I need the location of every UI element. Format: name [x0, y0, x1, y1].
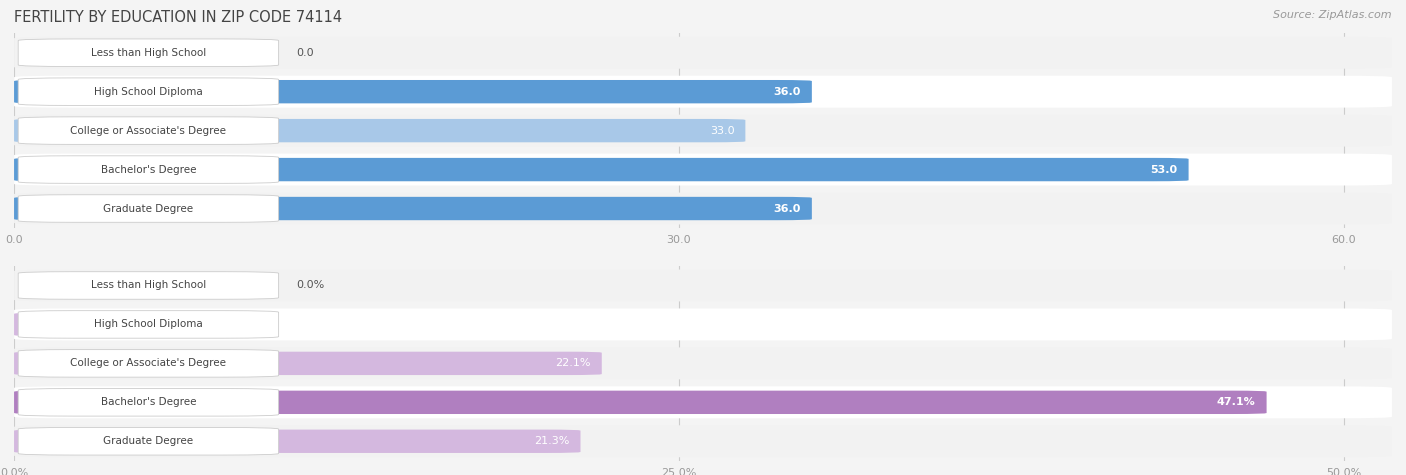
FancyBboxPatch shape — [14, 269, 1392, 302]
FancyBboxPatch shape — [14, 308, 1392, 341]
FancyBboxPatch shape — [14, 347, 1392, 380]
FancyBboxPatch shape — [14, 352, 602, 375]
FancyBboxPatch shape — [18, 156, 278, 183]
Text: High School Diploma: High School Diploma — [94, 319, 202, 330]
Text: 21.3%: 21.3% — [534, 436, 569, 446]
Text: 0.0: 0.0 — [297, 48, 314, 58]
FancyBboxPatch shape — [18, 428, 278, 455]
FancyBboxPatch shape — [14, 386, 1392, 418]
Text: 36.0: 36.0 — [773, 203, 801, 214]
Text: 9.6%: 9.6% — [231, 319, 259, 330]
Text: College or Associate's Degree: College or Associate's Degree — [70, 125, 226, 136]
FancyBboxPatch shape — [18, 117, 278, 144]
Text: Bachelor's Degree: Bachelor's Degree — [101, 164, 197, 175]
FancyBboxPatch shape — [14, 114, 1392, 147]
Text: 47.1%: 47.1% — [1216, 397, 1256, 408]
Text: College or Associate's Degree: College or Associate's Degree — [70, 358, 226, 369]
Text: 60.0: 60.0 — [1331, 235, 1355, 245]
Text: 53.0: 53.0 — [1150, 164, 1178, 175]
FancyBboxPatch shape — [14, 119, 745, 142]
Text: 25.0%: 25.0% — [661, 468, 696, 475]
FancyBboxPatch shape — [14, 80, 811, 104]
Text: 0.0%: 0.0% — [297, 280, 325, 291]
FancyBboxPatch shape — [18, 389, 278, 416]
FancyBboxPatch shape — [14, 192, 1392, 225]
FancyBboxPatch shape — [14, 37, 1392, 69]
FancyBboxPatch shape — [14, 429, 581, 453]
Text: 0.0%: 0.0% — [0, 468, 28, 475]
Text: Bachelor's Degree: Bachelor's Degree — [101, 397, 197, 408]
FancyBboxPatch shape — [14, 153, 1392, 186]
FancyBboxPatch shape — [14, 313, 270, 336]
Text: Less than High School: Less than High School — [91, 48, 207, 58]
FancyBboxPatch shape — [14, 390, 1267, 414]
Text: 33.0: 33.0 — [710, 125, 734, 136]
Text: FERTILITY BY EDUCATION IN ZIP CODE 74114: FERTILITY BY EDUCATION IN ZIP CODE 74114 — [14, 10, 342, 25]
FancyBboxPatch shape — [14, 197, 811, 220]
Text: 30.0: 30.0 — [666, 235, 692, 245]
Text: 0.0: 0.0 — [6, 235, 22, 245]
FancyBboxPatch shape — [18, 311, 278, 338]
FancyBboxPatch shape — [18, 39, 278, 66]
Text: Less than High School: Less than High School — [91, 280, 207, 291]
FancyBboxPatch shape — [18, 195, 278, 222]
FancyBboxPatch shape — [14, 425, 1392, 457]
Text: 50.0%: 50.0% — [1326, 468, 1361, 475]
FancyBboxPatch shape — [14, 76, 1392, 108]
Text: Graduate Degree: Graduate Degree — [103, 203, 194, 214]
Text: Graduate Degree: Graduate Degree — [103, 436, 194, 446]
FancyBboxPatch shape — [18, 78, 278, 105]
Text: Source: ZipAtlas.com: Source: ZipAtlas.com — [1274, 10, 1392, 19]
Text: High School Diploma: High School Diploma — [94, 86, 202, 97]
Text: 36.0: 36.0 — [773, 86, 801, 97]
Text: 22.1%: 22.1% — [555, 358, 591, 369]
FancyBboxPatch shape — [18, 272, 278, 299]
FancyBboxPatch shape — [18, 350, 278, 377]
FancyBboxPatch shape — [14, 158, 1188, 181]
